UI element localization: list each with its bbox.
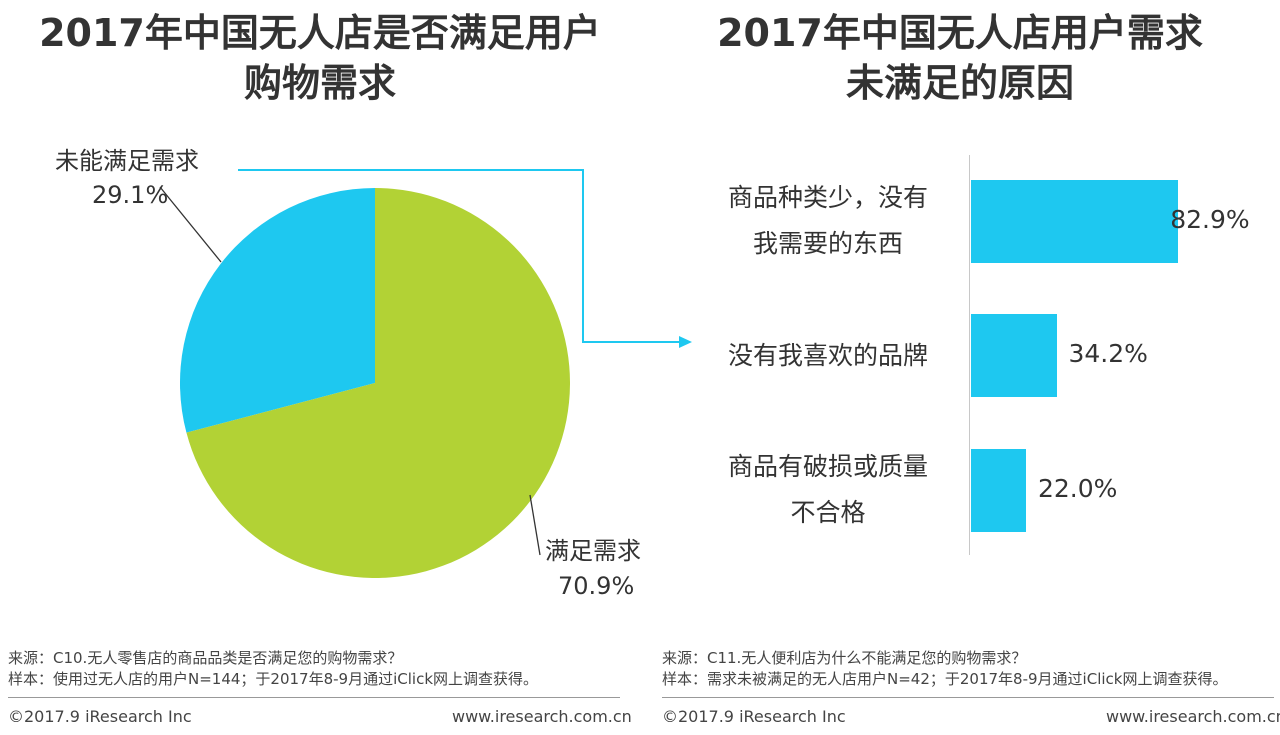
pie-title-line-1: 2017年中国无人店是否满足用户: [39, 11, 601, 55]
bar-value-label: 22.0%: [1038, 474, 1118, 503]
bar-title-line-1: 2017年中国无人店用户需求: [717, 11, 1203, 55]
satisfied-leader-line: [529, 494, 541, 556]
bar-category-label-line: 商品有破损或质量: [727, 452, 928, 481]
left-source-note: 来源：C10.无人零售店的商品品类是否满足您的购物需求？: [8, 649, 403, 667]
right-sample-note: 样本：需求未被满足的无人店用户N=42；于2017年8-9月通过iClick网上…: [662, 670, 1228, 688]
bar-favorite-brand: [971, 314, 1057, 397]
pie-value-unsatisfied: 29.1%: [92, 181, 169, 209]
bar-category-label: 商品种类少，没有 我需要的东西: [698, 175, 958, 267]
bar-axis-line: [969, 155, 970, 555]
bar-product-variety: [971, 180, 1179, 263]
left-sample-note: 样本：使用过无人店的用户N=144；于2017年8-9月通过iClick网上调查…: [8, 670, 539, 688]
left-website-link[interactable]: www.iresearch.com.cn: [452, 707, 632, 726]
pie-chart-title: 2017年中国无人店是否满足用户 购物需求: [0, 8, 640, 108]
pie-label-satisfied: 满足需求: [545, 537, 641, 565]
bar-chart-title: 2017年中国无人店用户需求 未满足的原因: [640, 8, 1280, 108]
bar-category-label: 没有我喜欢的品牌: [698, 333, 958, 379]
bar-value-label: 34.2%: [1068, 339, 1148, 368]
pie-value-satisfied: 70.9%: [558, 572, 635, 600]
right-copyright: ©2017.9 iResearch Inc: [662, 707, 846, 726]
pie-title-line-2: 购物需求: [243, 61, 396, 105]
bar-category-label-line: 没有我喜欢的品牌: [727, 341, 928, 370]
bar-category-label: 商品有破损或质量 不合格: [698, 444, 958, 536]
pie-slice-unsatisfied: [179, 187, 375, 433]
unsatisfied-leader-line: [159, 186, 222, 263]
connector-arrowhead-icon: [679, 336, 692, 348]
bar-category-label-line: 商品种类少，没有: [727, 183, 928, 212]
right-website-link[interactable]: www.iresearch.com.cn: [1106, 707, 1280, 726]
bar-value-label: 82.9%: [1170, 205, 1250, 234]
bar-category-label-line: 不合格: [790, 498, 866, 527]
pie-label-unsatisfied: 未能满足需求: [55, 147, 199, 175]
connector-arrow-line: [238, 169, 680, 343]
pie-slice-satisfied: [186, 188, 570, 578]
bar-category-label-line: 我需要的东西: [752, 229, 903, 258]
bar-quality-issue: [971, 449, 1026, 532]
right-source-note: 来源：C11.无人便利店为什么不能满足您的购物需求？: [662, 649, 1027, 667]
right-footer-divider: [662, 697, 1274, 698]
left-footer-divider: [8, 697, 620, 698]
bar-title-line-2: 未满足的原因: [845, 61, 1074, 105]
left-copyright: ©2017.9 iResearch Inc: [8, 707, 192, 726]
